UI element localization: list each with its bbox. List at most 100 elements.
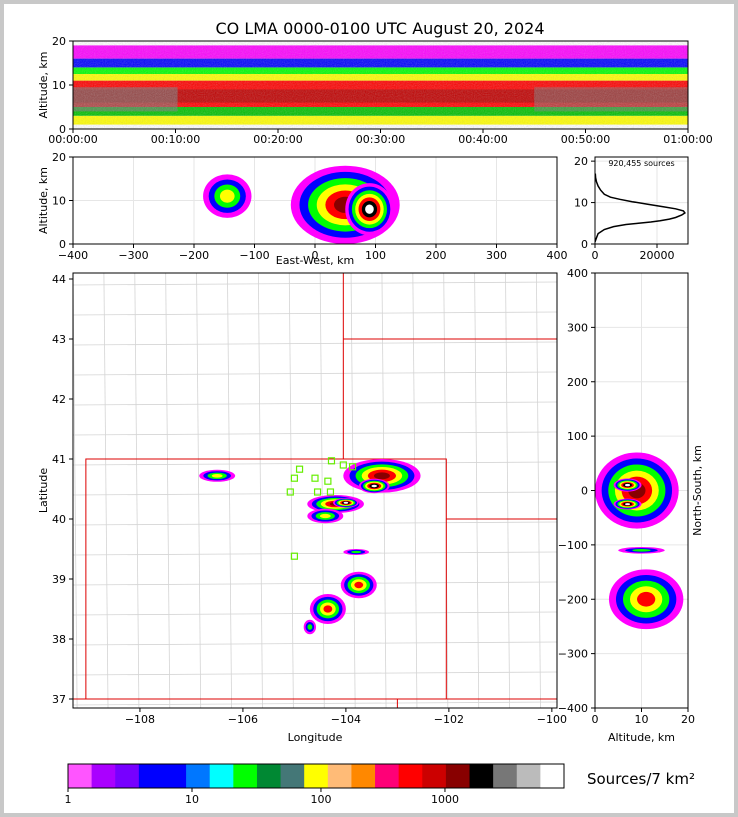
y-tick-label: 0 — [581, 485, 588, 498]
y-tick-label: 400 — [567, 267, 588, 280]
x-tick-label: 0 — [592, 713, 599, 726]
figure-frame — [4, 4, 734, 813]
colorbar-swatch — [280, 764, 305, 788]
x-axis-label: Altitude, km — [608, 731, 675, 744]
y-axis-label: Altitude, km — [37, 51, 50, 118]
x-tick-label: −200 — [179, 249, 209, 262]
y-tick-label: 0 — [59, 238, 66, 251]
figure-title: CO LMA 0000-0100 UTC August 20, 2024 — [215, 19, 544, 38]
county-line — [319, 273, 325, 708]
time-height-data — [73, 41, 688, 129]
colorbar-tick-label: 100 — [310, 793, 331, 806]
map-blob-ring — [307, 624, 313, 630]
lma-station — [326, 488, 335, 496]
source-count-annotation: 920,455 sources — [608, 159, 674, 168]
county-line — [350, 273, 356, 708]
colorbar-swatch — [351, 764, 376, 788]
county-line — [196, 273, 202, 708]
county-line — [474, 273, 480, 708]
y-tick-label: 20 — [52, 151, 66, 164]
county-line — [73, 371, 557, 376]
county-line — [103, 273, 109, 708]
ns-data — [595, 273, 688, 708]
y-tick-label: 100 — [567, 430, 588, 443]
county-line — [73, 581, 557, 586]
x-tick-label: 400 — [547, 249, 568, 262]
x-tick-label: 00:00:00 — [48, 133, 97, 146]
y-tick-label: 38 — [52, 633, 66, 646]
colorbar-swatch — [115, 764, 140, 788]
x-tick-label: 100 — [365, 249, 386, 262]
county-line — [73, 273, 78, 708]
map-blob-ring — [351, 550, 362, 554]
ew-altitude-panel: −400 −300 −200 −100 0 100 200 300 400 0 10 20 East-W… — [37, 151, 568, 267]
colorbar-tick-label: 10 — [185, 793, 199, 806]
y-tick-label: 37 — [52, 693, 66, 706]
colorado-border — [85, 458, 447, 700]
county-line — [73, 281, 557, 286]
altitude-ns-panel: 0 10 20 −400 −300 −200 −100 0 100 200 300 400 Altitu… — [558, 267, 704, 744]
x-tick-label: −104 — [331, 713, 361, 726]
x-tick-label: −400 — [58, 249, 88, 262]
colorbar-swatch — [186, 764, 211, 788]
x-tick-label: −102 — [434, 713, 464, 726]
lma-station — [348, 463, 357, 471]
colorbar-swatch — [304, 764, 329, 788]
colorbar-swatch — [68, 764, 93, 788]
y-axis-label: Altitude, km — [37, 167, 50, 234]
y-tick-label: −100 — [558, 539, 588, 552]
y-tick-label: 0 — [59, 123, 66, 136]
x-axis-label: Longitude — [288, 731, 343, 744]
county-line — [443, 273, 449, 708]
ns-blob-ring — [625, 503, 631, 506]
altitude-histogram-panel: 920,455 sources 0 20000 0 10 20 — [574, 155, 689, 262]
y-tick-label: 44 — [52, 273, 66, 286]
lma-station — [311, 474, 319, 482]
y-tick-label: 10 — [52, 79, 66, 92]
time-height-panel: 00:00:00 00:10:00 00:20:00 00:30:00 00:40:00… — [37, 35, 713, 146]
map-blob-ring — [319, 513, 331, 519]
county-line — [165, 273, 171, 708]
county-line — [536, 273, 541, 708]
hist-data — [595, 157, 688, 244]
x-tick-label: 00:50:00 — [561, 133, 610, 146]
x-tick-label: 20 — [681, 713, 695, 726]
x-tick-label: 01:00:00 — [663, 133, 712, 146]
colorbar-swatch — [398, 764, 423, 788]
x-axis-label: East-West, km — [276, 254, 354, 267]
county-line — [73, 461, 557, 466]
ew-data — [73, 157, 557, 244]
colorbar-label: Sources/7 km² — [587, 770, 695, 788]
map-blob-ring — [211, 473, 223, 478]
x-tick-label: 200 — [426, 249, 447, 262]
lma-station — [327, 457, 336, 465]
x-tick-label: 0 — [592, 249, 599, 262]
ew-blob-ring — [365, 204, 374, 214]
colorbar-swatch — [162, 764, 187, 788]
county-line — [73, 311, 557, 316]
ew-blob-ring — [219, 189, 235, 203]
y-tick-label: 20 — [52, 35, 66, 48]
histogram-line — [595, 173, 686, 243]
x-tick-label: 20000 — [640, 249, 675, 262]
colorbar-tick-label: 1 — [65, 793, 72, 806]
colorbar-swatch — [516, 764, 541, 788]
y-tick-label: −200 — [558, 593, 588, 606]
y-tick-label: 40 — [52, 513, 66, 526]
x-tick-label: −300 — [118, 249, 148, 262]
county-line — [227, 273, 232, 708]
map-data — [73, 273, 557, 708]
x-tick-label: 0 — [312, 249, 319, 262]
y-tick-label: 200 — [567, 376, 588, 389]
county-line — [73, 521, 557, 526]
y-axis-label: Latitude — [37, 468, 50, 514]
y-tick-label: 10 — [574, 197, 588, 210]
map-blob-ring — [343, 501, 349, 504]
county-line — [73, 401, 557, 406]
map-blob-ring — [323, 605, 333, 613]
colorbar-swatch — [138, 764, 163, 788]
y-tick-label: −400 — [558, 702, 588, 715]
noise-overlay — [73, 41, 688, 129]
x-tick-label: −100 — [537, 713, 567, 726]
